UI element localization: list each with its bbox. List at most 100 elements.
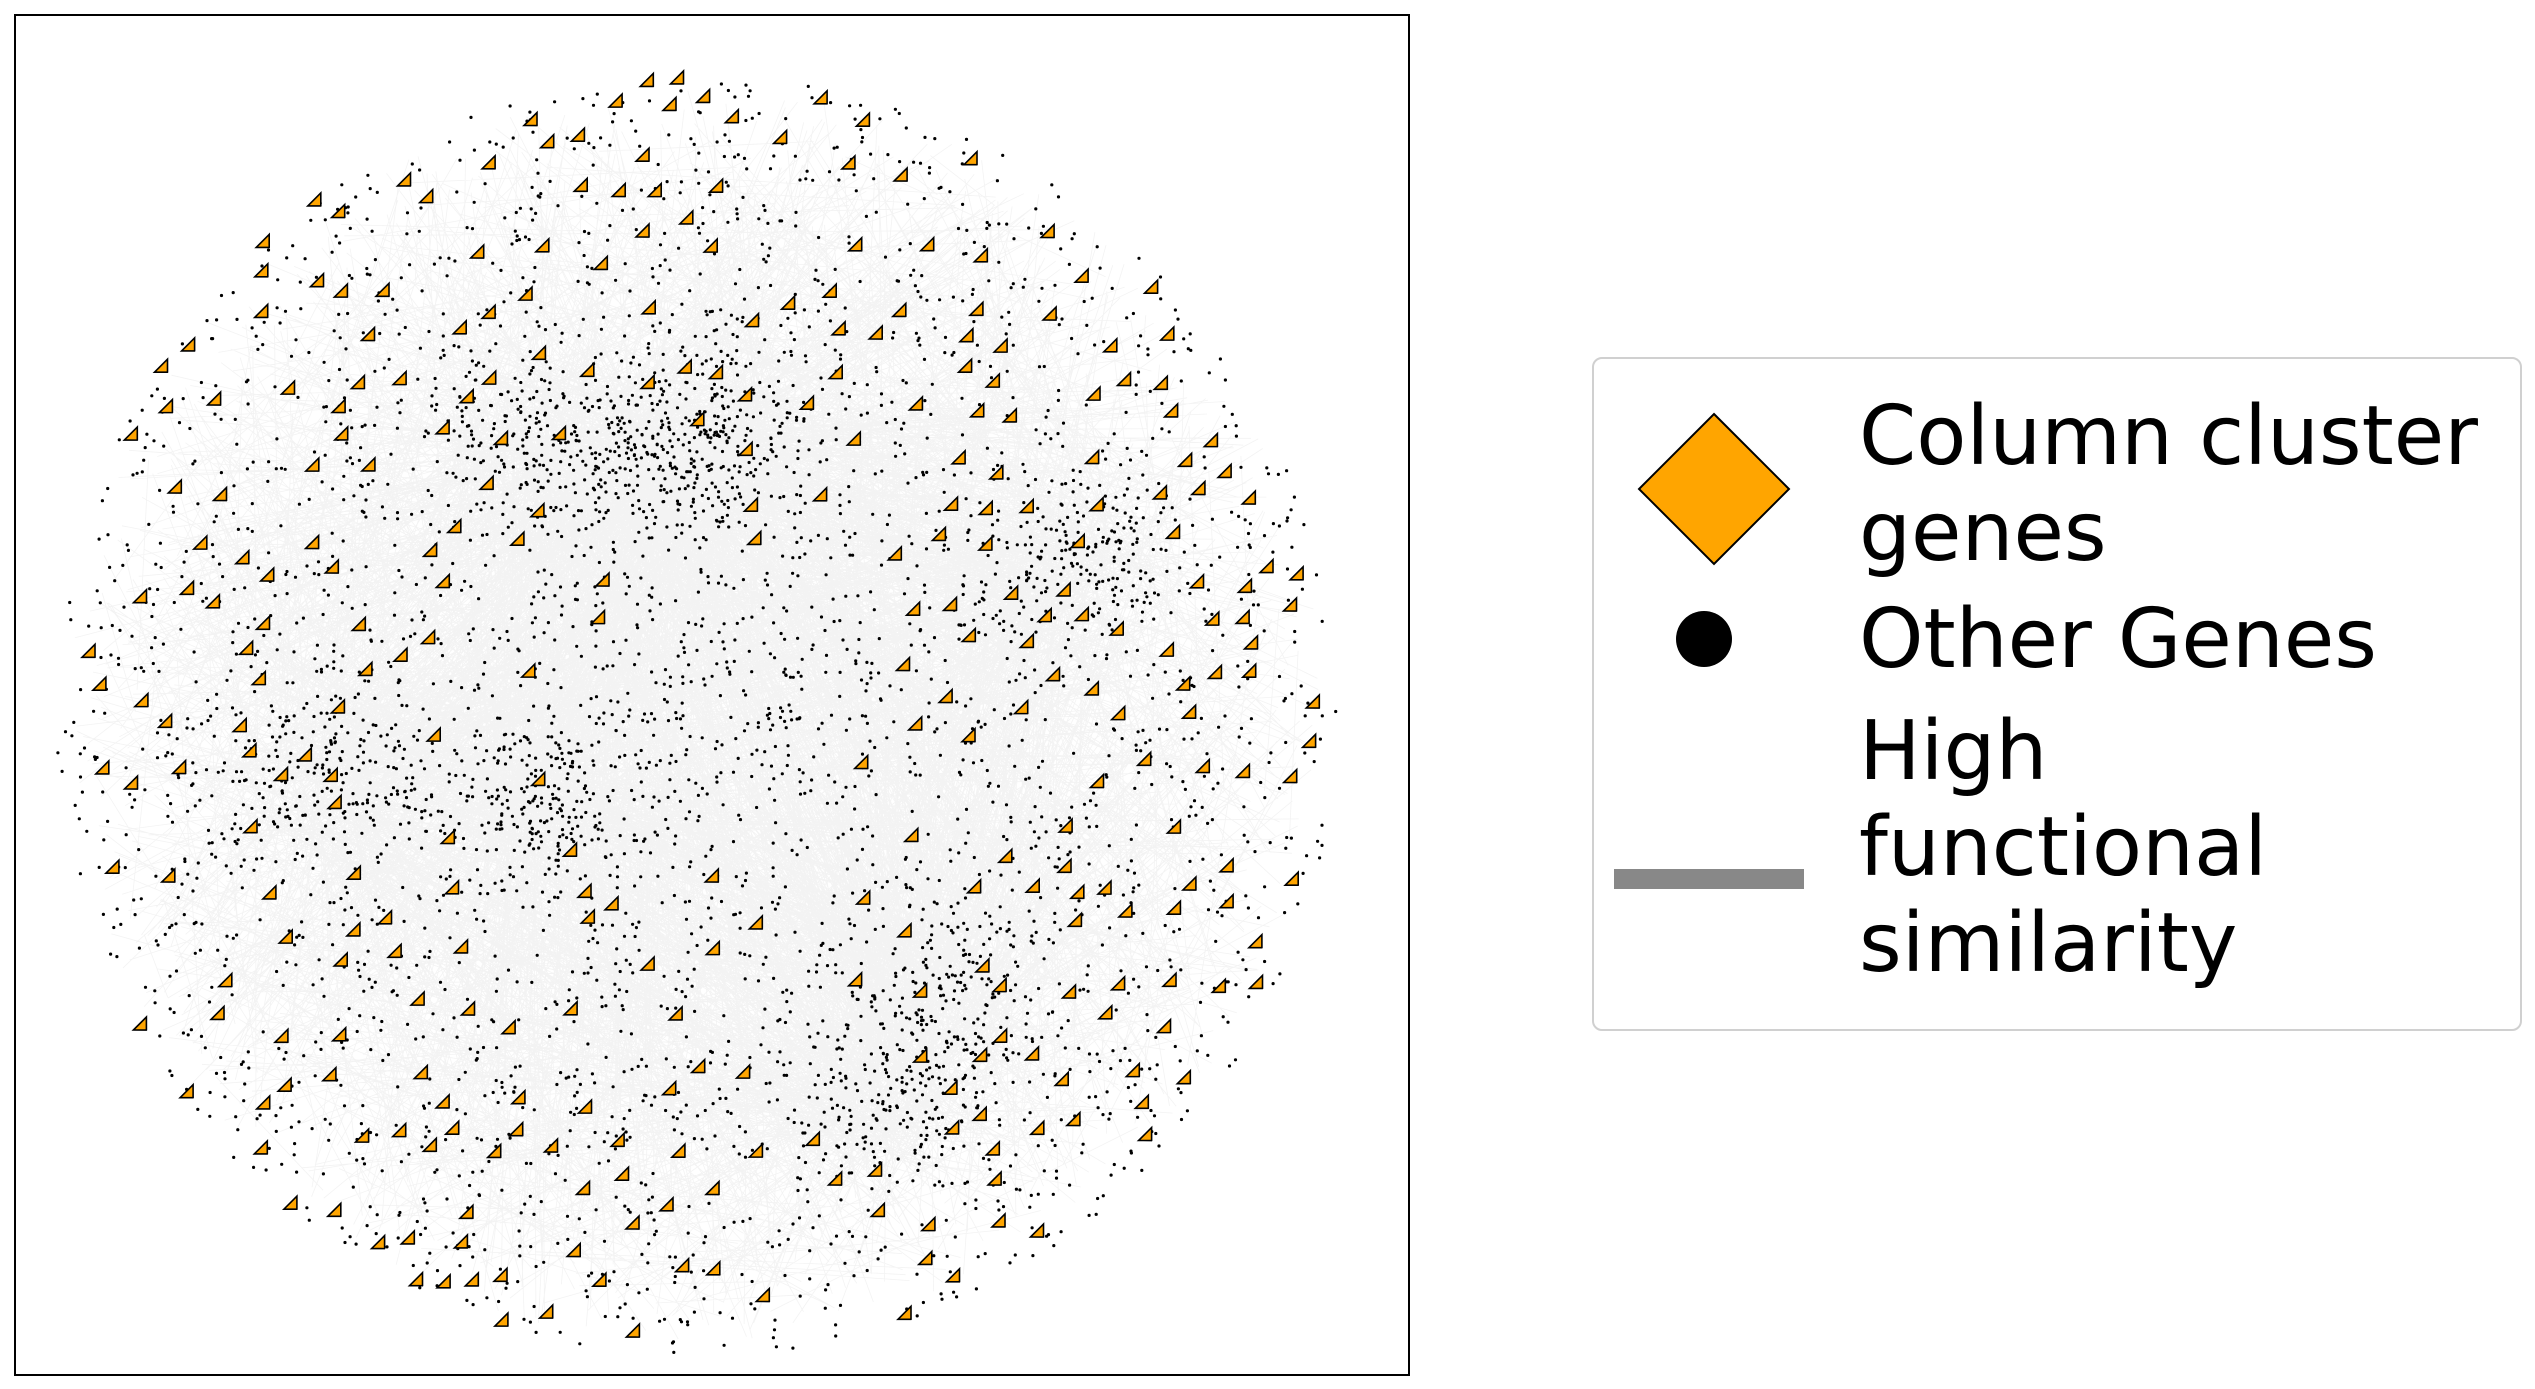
cluster-gene-marker: [992, 337, 1008, 353]
cluster-gene-marker: [1218, 892, 1234, 909]
cluster-gene-marker: [1242, 633, 1259, 650]
cluster-gene-marker: [468, 243, 485, 259]
cluster-gene-marker: [1083, 679, 1100, 696]
cluster-gene-marker: [1240, 662, 1257, 679]
cluster-gene-marker: [747, 1142, 764, 1158]
cluster-gene-marker: [1023, 1044, 1040, 1061]
cluster-gene-marker: [1165, 818, 1182, 834]
cluster-gene-marker: [956, 357, 973, 374]
cluster-gene-marker: [869, 1201, 886, 1218]
cluster-gene-marker: [519, 662, 536, 678]
cluster-gene-marker: [1116, 902, 1133, 918]
cluster-gene-marker: [624, 1322, 641, 1338]
cluster-gene-marker: [391, 369, 407, 386]
cluster-gene-marker: [443, 878, 460, 895]
cluster-gene-marker: [528, 501, 545, 518]
cluster-gene-marker: [1236, 577, 1253, 594]
cluster-gene-marker: [272, 1027, 289, 1044]
cluster-gene-marker: [965, 877, 982, 894]
cluster-gene-marker: [890, 301, 907, 318]
cluster-gene-marker: [492, 429, 509, 446]
cluster-gene-marker: [866, 1161, 883, 1177]
cluster-gene-marker: [660, 1079, 677, 1096]
cluster-gene-marker: [122, 774, 139, 790]
cluster-gene-marker: [937, 687, 953, 704]
cluster-gene-marker: [1175, 1068, 1192, 1085]
cluster-gene-marker: [233, 548, 250, 565]
cluster-gene-marker: [507, 1120, 524, 1137]
cluster-gene-marker: [561, 841, 578, 858]
cluster-gene-marker: [445, 517, 462, 534]
cluster-gene-marker: [434, 418, 450, 435]
cluster-gene-marker: [308, 271, 325, 288]
cluster-gene-marker: [522, 110, 538, 127]
cluster-gene-marker: [894, 655, 911, 672]
cluster-gene-marker: [412, 1063, 429, 1080]
cluster-gene-marker: [178, 579, 195, 596]
cluster-gene-marker: [984, 1139, 1001, 1156]
cluster-gene-marker: [812, 88, 828, 105]
cluster-gene-marker: [374, 281, 390, 298]
cluster-gene-marker: [990, 1211, 1006, 1228]
cluster-gene-marker: [258, 566, 275, 582]
cluster-gene-marker: [409, 990, 425, 1006]
cluster-gene-marker: [704, 939, 721, 956]
cluster-gene-marker: [132, 691, 149, 708]
cluster-gene-marker: [1036, 606, 1053, 623]
cluster-gene-marker: [986, 1170, 1002, 1186]
cluster-gene-marker: [395, 170, 412, 187]
cluster-gene-marker: [736, 385, 753, 402]
cluster-gene-marker: [1088, 495, 1104, 512]
cluster-gene-marker: [854, 889, 871, 905]
cluster-gene-marker: [131, 587, 148, 604]
cluster-gene-marker: [1180, 875, 1197, 891]
cluster-gene-marker: [458, 387, 475, 404]
cluster-gene-marker: [610, 181, 627, 198]
cluster-gene-marker: [252, 1138, 269, 1155]
cluster-gene-marker: [1018, 632, 1035, 649]
cluster-gene-marker: [344, 920, 361, 937]
cluster-gene-marker: [323, 558, 340, 574]
network-edges: [74, 90, 1319, 1340]
cluster-gene-marker: [973, 956, 990, 973]
cluster-gene-marker: [254, 232, 271, 249]
cluster-gene-marker: [463, 1270, 480, 1287]
gray-line-icon: [1614, 869, 1804, 889]
cluster-gene-marker: [542, 1137, 559, 1153]
cluster-gene-marker: [122, 425, 139, 441]
cluster-gene-marker: [322, 766, 339, 783]
cluster-gene-marker: [634, 222, 650, 238]
cluster-gene-marker: [574, 1179, 591, 1196]
cluster-gene-marker: [771, 128, 788, 145]
cluster-gene-marker: [1069, 532, 1086, 549]
cluster-gene-marker: [159, 867, 176, 883]
cluster-gene-marker: [1161, 971, 1177, 988]
cluster-gene-marker: [1247, 973, 1264, 990]
cluster-gene-marker: [80, 642, 96, 659]
cluster-gene-marker: [704, 1179, 720, 1196]
cluster-gene-marker: [1188, 572, 1205, 589]
cluster-gene-marker: [1001, 406, 1018, 423]
cluster-gene-marker: [624, 1214, 640, 1230]
cluster-gene-marker: [179, 335, 196, 352]
cluster-gene-marker: [962, 149, 978, 166]
cluster-gene-marker: [906, 714, 923, 731]
cluster-gene-marker: [303, 533, 320, 550]
cluster-gene-marker: [349, 373, 366, 390]
cluster-gene-marker: [451, 318, 468, 335]
cluster-gene-marker: [607, 92, 623, 108]
cluster-gene-marker: [1162, 401, 1179, 418]
cluster-gene-marker: [991, 976, 1007, 993]
cluster-gene-marker: [892, 166, 908, 182]
cluster-gene-marker: [1194, 757, 1211, 774]
cluster-gene-marker: [240, 741, 257, 758]
legend: Column cluster genes Other Genes High fu…: [1592, 357, 2522, 1031]
cluster-gene-marker: [216, 971, 233, 988]
cluster-gene-marker: [846, 235, 863, 252]
cluster-gene-marker: [517, 285, 533, 301]
legend-label-other-genes: Other Genes: [1859, 592, 2378, 687]
cluster-gene-marker: [434, 572, 451, 589]
cluster-gene-marker: [1135, 750, 1152, 767]
cluster-gene-marker: [279, 379, 296, 395]
cluster-gene-marker: [439, 828, 456, 845]
